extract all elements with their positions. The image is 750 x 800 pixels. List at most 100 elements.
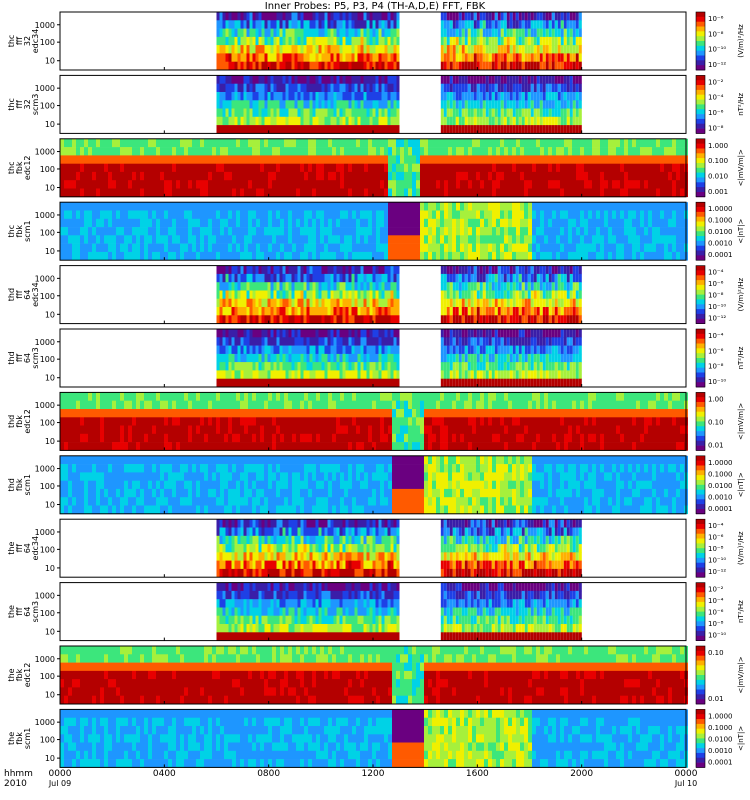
spectrogram-cell [116, 138, 120, 148]
spectrogram-cell [381, 12, 385, 21]
spectrogram-cell [315, 108, 319, 118]
spectrogram-cell [260, 243, 264, 253]
spectrogram-cell [344, 210, 348, 220]
spectrogram-cell [616, 163, 620, 173]
spectrogram-cell [479, 92, 483, 101]
spectrogram-cell [416, 155, 420, 164]
spectrogram-cell [472, 188, 476, 198]
spectrogram-cell [180, 251, 184, 261]
spectrogram-cell [284, 218, 288, 228]
spectrogram-cell [676, 171, 680, 181]
spectrogram-cell [288, 307, 292, 316]
spectrogram-cell [261, 378, 265, 388]
spectrogram-cell [231, 362, 235, 371]
spectrogram-cell [220, 227, 224, 236]
spectrogram-cell [315, 298, 319, 308]
spectrogram-cell [380, 243, 384, 253]
spectrogram-cell [518, 12, 522, 21]
spectrogram-cell [116, 218, 120, 228]
spectrogram-cell [261, 83, 265, 93]
spectrogram-cell [88, 188, 92, 198]
spectrogram-cell [300, 337, 304, 346]
spectrogram-cell [443, 108, 447, 118]
spectrogram-cell [354, 61, 358, 71]
spectrogram-cell [500, 92, 504, 101]
spectrogram-cell [396, 251, 400, 261]
spectrogram-cell [648, 163, 652, 173]
spectrogram-cell [231, 125, 235, 134]
spectrogram-cell [270, 125, 274, 134]
spectrogram-cell [484, 243, 488, 253]
spectrogram-cell [380, 180, 384, 189]
spectrogram-cell [330, 92, 334, 101]
spectrogram-cell [393, 298, 397, 308]
spectrogram-cell [252, 138, 256, 148]
spectrogram-cell [333, 282, 337, 291]
spectrogram-cell [324, 83, 328, 93]
spectrogram-cell [240, 345, 244, 355]
spectrogram-cell [448, 227, 452, 236]
spectrogram-cell [509, 45, 513, 54]
spectrogram-cell [279, 92, 283, 101]
spectrogram-cell [536, 307, 540, 316]
spectrogram-cell [303, 282, 307, 291]
spectrogram-cell [552, 180, 556, 189]
spectrogram-cell [503, 282, 507, 291]
spectrogram-cell [270, 83, 274, 93]
spectrogram-cell [284, 155, 288, 164]
spectrogram-cell [557, 36, 561, 46]
spectrogram-cell [364, 171, 368, 181]
spectrogram-cell [345, 108, 349, 118]
spectrogram-cell [551, 282, 555, 291]
spectrogram-cell [560, 171, 564, 181]
spectrogram-cell [551, 45, 555, 54]
spectrogram-cell [572, 265, 576, 275]
y-axis-label: thcfbkedc12 [7, 156, 32, 181]
spectrogram-cell [533, 75, 537, 84]
spectrogram-cell [648, 251, 652, 261]
spectrogram-cell [548, 155, 552, 164]
spectrogram-cell [282, 337, 286, 346]
spectrogram-cell [366, 28, 370, 38]
spectrogram-cell [372, 28, 376, 38]
spectrogram-cell [354, 329, 358, 338]
spectrogram-cell [404, 251, 408, 261]
spectrogram-cell [212, 235, 216, 244]
spectrogram-cell [348, 12, 352, 21]
spectrogram-cell [390, 12, 394, 21]
spectrogram-cell [333, 362, 337, 371]
spectrogram-cell [144, 251, 148, 261]
spectrogram-cell [342, 125, 346, 134]
spectrogram-cell [345, 370, 349, 379]
spectrogram-cell [578, 273, 582, 283]
spectrogram-cell [572, 235, 576, 244]
spectrogram-cell [128, 163, 132, 173]
spectrogram-cell [292, 163, 296, 173]
spectrogram-cell [440, 243, 444, 253]
spectrogram-cell [557, 307, 561, 316]
spectrogram-cell [396, 265, 400, 275]
spectrogram-cell [339, 45, 343, 54]
spectrogram-cell [440, 171, 444, 181]
spectrogram-cell [368, 155, 372, 164]
spectrogram-cell [369, 307, 373, 316]
spectrogram-cell [369, 290, 373, 300]
spectrogram-cell [164, 180, 168, 189]
spectrogram-cell [473, 116, 477, 126]
spectrogram-cell [267, 362, 271, 371]
spectrogram-cell [240, 243, 244, 253]
spectrogram-cell [464, 251, 468, 261]
spectrogram-cell [432, 235, 436, 244]
spectrogram-cell [464, 45, 468, 54]
spectrogram-cell [369, 265, 373, 275]
spectrogram-cell [388, 243, 392, 253]
spectrogram-cell [264, 92, 268, 101]
spectrogram-cell [470, 83, 474, 93]
spectrogram-cell [296, 180, 300, 189]
spectrogram-cell [524, 163, 528, 173]
spectrogram-cell [408, 171, 412, 181]
spectrogram-cell [600, 138, 604, 148]
spectrogram-cell [372, 202, 376, 211]
spectrogram-cell [458, 273, 462, 283]
spectrogram-cell [452, 53, 456, 62]
